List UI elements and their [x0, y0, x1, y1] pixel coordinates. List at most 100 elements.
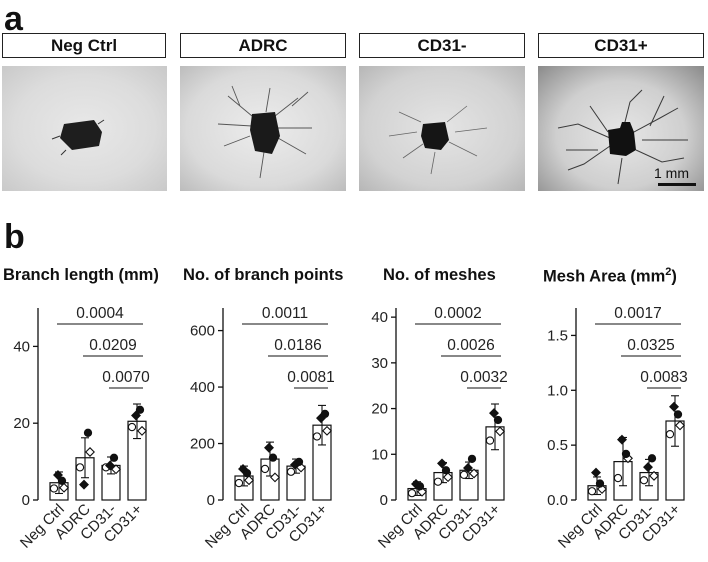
- micrograph-adrc: [180, 66, 346, 191]
- data-point: [669, 401, 679, 412]
- y-tick-label: 0: [380, 492, 388, 509]
- label-cd31-minus: CD31-: [359, 33, 525, 58]
- y-tick-label: 40: [13, 338, 30, 355]
- chart-title-meshes: No. of meshes: [383, 266, 496, 284]
- data-point: [443, 472, 453, 483]
- y-tick-label: 0.0: [547, 492, 568, 509]
- data-point: [617, 434, 627, 445]
- panel-letter-b: b: [4, 218, 25, 256]
- data-point: [613, 473, 623, 483]
- p-value-label: 0.0011: [262, 305, 308, 322]
- data-point: [111, 464, 121, 475]
- p-value-label: 0.0081: [287, 369, 334, 386]
- data-point: [647, 454, 657, 463]
- data-point: [459, 470, 469, 480]
- data-point: [433, 477, 443, 486]
- data-point: [312, 432, 322, 441]
- data-point: [270, 472, 280, 483]
- data-point: [268, 453, 278, 462]
- data-point: [495, 426, 505, 437]
- data-point: [244, 475, 254, 486]
- data-point: [587, 487, 597, 496]
- data-point: [407, 488, 417, 498]
- data-point: [643, 462, 653, 473]
- data-point: [105, 460, 115, 471]
- p-value-label: 0.0325: [627, 337, 674, 354]
- y-tick-label: 20: [371, 401, 388, 418]
- micrograph-neg-ctrl: [2, 66, 167, 191]
- p-value-label: 0.0070: [102, 369, 150, 386]
- y-tick-label: 10: [371, 446, 388, 463]
- data-point: [75, 463, 85, 472]
- data-point: [127, 422, 137, 432]
- data-point: [493, 415, 503, 425]
- data-point: [489, 408, 499, 419]
- chart-title-branch-points: No. of branch points: [183, 266, 344, 284]
- data-point: [595, 479, 605, 488]
- y-tick-label: 0: [207, 492, 215, 509]
- data-point: [109, 453, 119, 462]
- data-point: [621, 449, 631, 459]
- data-point: [320, 409, 330, 419]
- y-tick-label: 40: [371, 309, 388, 326]
- p-value-label: 0.0026: [447, 337, 494, 354]
- data-point: [59, 482, 69, 493]
- p-value-label: 0.0083: [640, 369, 687, 386]
- data-point: [260, 464, 270, 474]
- micrograph-cd31-plus: 1 mm: [538, 66, 704, 191]
- label-adrc: ADRC: [180, 33, 346, 58]
- data-point: [286, 467, 296, 476]
- y-tick-label: 1.0: [547, 382, 568, 399]
- data-point: [437, 458, 447, 469]
- data-point: [135, 405, 145, 414]
- data-point: [85, 447, 95, 457]
- data-point: [137, 425, 147, 436]
- data-point: [242, 469, 252, 478]
- p-value-label: 0.0032: [460, 369, 507, 386]
- data-point: [264, 442, 274, 453]
- y-tick-label: 200: [190, 436, 215, 453]
- p-value-label: 0.0186: [274, 337, 321, 354]
- scale-bar-label: 1 mm: [654, 165, 689, 181]
- chart-title-mesh-area: Mesh Area (mm2): [543, 266, 677, 286]
- y-tick-label: 0: [22, 492, 30, 509]
- data-point: [469, 468, 479, 479]
- y-tick-label: 0.5: [547, 437, 568, 454]
- data-point: [673, 410, 683, 419]
- p-value-label: 0.0209: [89, 337, 136, 354]
- data-point: [322, 425, 332, 436]
- y-tick-label: 1.5: [547, 327, 568, 344]
- p-value-label: 0.0002: [434, 305, 481, 322]
- data-point: [294, 457, 304, 467]
- p-value-label: 0.0004: [76, 305, 124, 322]
- data-point: [639, 476, 649, 485]
- data-point: [665, 430, 675, 439]
- y-tick-label: 20: [13, 415, 30, 432]
- data-point: [415, 482, 425, 491]
- data-point: [57, 476, 67, 485]
- data-point: [467, 454, 477, 464]
- data-point: [463, 463, 473, 473]
- data-point: [649, 470, 659, 481]
- data-point: [441, 466, 451, 475]
- label-neg-ctrl: Neg Ctrl: [2, 33, 166, 58]
- y-tick-label: 30: [371, 355, 388, 372]
- y-tick-label: 400: [190, 379, 215, 396]
- data-point: [49, 484, 59, 493]
- data-point: [234, 478, 244, 488]
- panel-letter-a: a: [4, 0, 23, 38]
- data-point: [131, 410, 141, 421]
- label-cd31-plus: CD31+: [538, 33, 704, 58]
- data-point: [79, 479, 89, 490]
- scale-bar: [658, 183, 696, 186]
- chart-title-branch-length: Branch length (mm): [3, 266, 159, 284]
- data-point: [83, 428, 93, 437]
- micrograph-cd31-minus: [359, 66, 525, 191]
- y-tick-label: 600: [190, 323, 215, 340]
- data-point: [485, 436, 495, 445]
